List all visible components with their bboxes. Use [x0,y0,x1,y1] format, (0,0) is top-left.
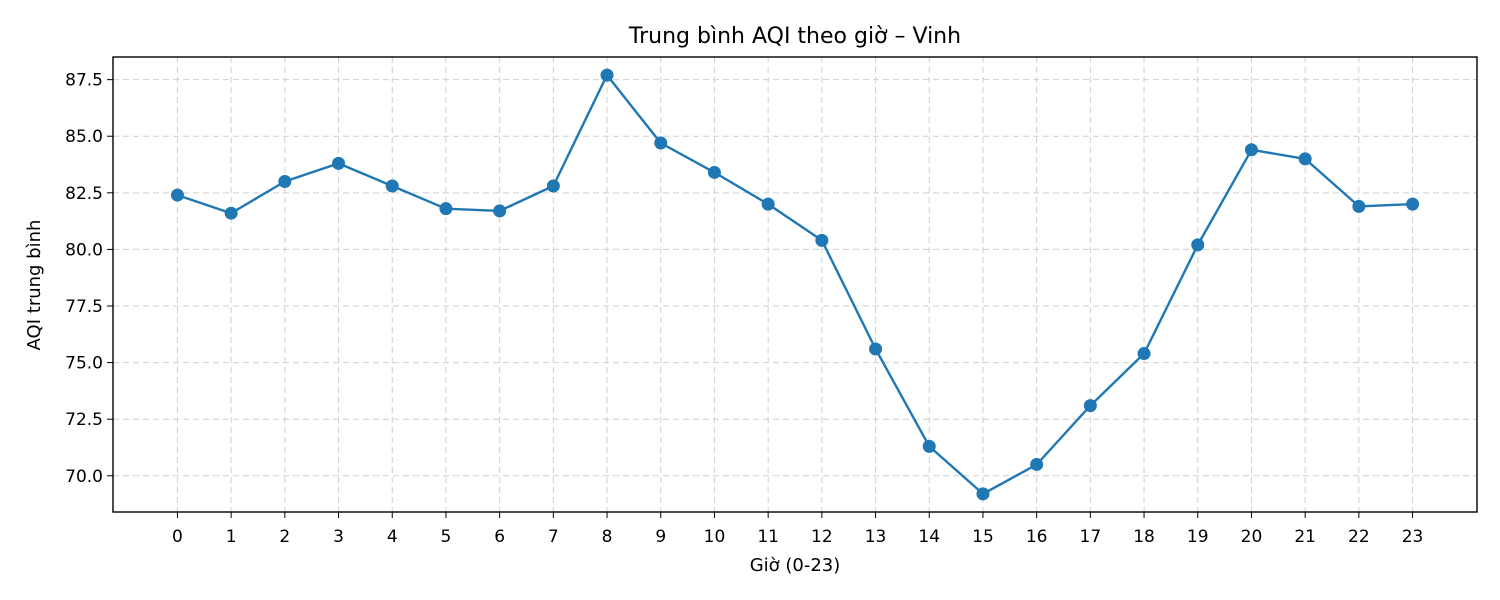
data-point [1083,399,1097,413]
x-tick-label: 21 [1294,527,1316,547]
x-tick-label: 7 [548,527,559,547]
plot-frame [112,56,1478,513]
data-point [278,175,292,189]
y-axis-label: AQI trung bình [24,220,45,351]
y-axis-ticks: 70.0 72.5 75.0 77.5 80.0 82.5 85.0 87.5 [65,71,113,487]
y-tick-label: 70.0 [65,467,103,487]
data-point [922,439,936,453]
x-tick-label: 4 [387,527,398,547]
series-line [177,73,1413,496]
data-point [654,136,668,150]
y-tick-label: 80.0 [65,240,103,260]
data-point [170,188,184,202]
data-point [600,68,614,82]
data-point [332,156,346,170]
data-point [1298,152,1312,166]
y-tick-label: 87.5 [65,71,103,91]
x-tick-label: 6 [494,527,505,547]
y-tick-label: 75.0 [65,354,103,374]
data-point [385,179,399,193]
x-tick-label: 1 [226,527,237,547]
y-tick-label: 77.5 [65,297,103,317]
x-axis-ticks: 0 1 2 3 4 5 6 7 8 9 10 11 12 13 14 15 16 17 18 19 20 21 22 23 [172,512,1423,547]
y-tick-label: 82.5 [65,184,103,204]
x-tick-label: 16 [1026,527,1048,547]
x-tick-label: 19 [1187,527,1209,547]
x-tick-label: 12 [811,527,833,547]
data-point [707,165,721,179]
x-tick-label: 13 [865,527,887,547]
x-tick-label: 18 [1133,527,1155,547]
x-tick-label: 8 [602,527,613,547]
x-tick-label: 10 [704,527,726,547]
x-tick-label: 2 [279,527,290,547]
x-tick-label: 14 [918,527,940,547]
data-point [1191,238,1205,252]
chart-title: Trung bình AQI theo giờ – Vinh [628,24,961,49]
data-point [761,197,775,211]
data-point [1244,143,1258,157]
data-point [546,179,560,193]
x-tick-label: 23 [1402,527,1424,547]
x-tick-label: 3 [333,527,344,547]
x-axis-label: Giờ (0-23) [750,555,841,576]
data-point [1030,457,1044,471]
data-point [493,204,507,218]
data-point [1406,197,1420,211]
grid [113,57,1477,512]
x-tick-label: 20 [1241,527,1263,547]
y-tick-label: 85.0 [65,127,103,147]
x-tick-label: 0 [172,527,183,547]
x-tick-label: 15 [972,527,994,547]
data-point [224,206,238,220]
x-tick-label: 11 [757,527,779,547]
x-tick-label: 17 [1080,527,1102,547]
x-tick-label: 22 [1348,527,1370,547]
data-point [439,202,453,216]
x-tick-label: 9 [655,527,666,547]
data-point [1352,199,1366,213]
y-tick-label: 72.5 [65,410,103,430]
data-point [869,342,883,356]
data-point [1137,347,1151,361]
data-point [976,487,990,501]
x-tick-label: 5 [441,527,452,547]
series-layer [170,68,1420,501]
data-point [815,233,829,247]
